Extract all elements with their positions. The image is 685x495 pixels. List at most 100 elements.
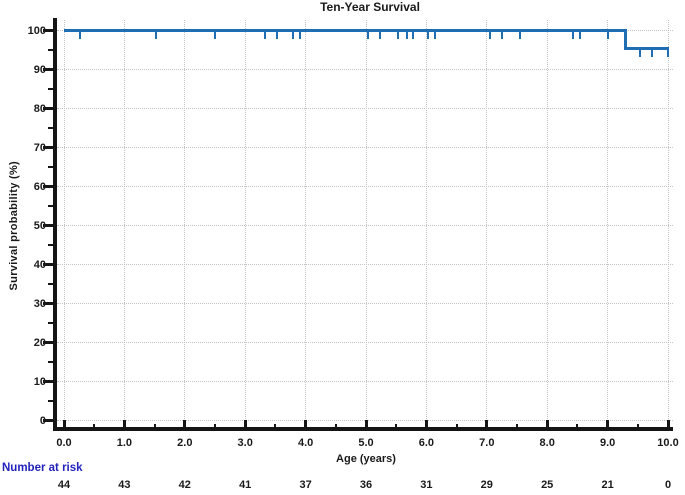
x-minor-tick [516, 423, 518, 428]
x-minor-tick [274, 423, 277, 428]
censor-tick-mark [397, 32, 399, 39]
at-risk-count: 0 [664, 479, 672, 491]
h-gridline [57, 381, 673, 382]
censor-tick-mark [214, 32, 216, 39]
v-gridline [486, 20, 488, 427]
x-minor-tick [395, 423, 398, 428]
x-minor-tick [576, 423, 579, 428]
h-gridline [57, 303, 673, 304]
y-tick-label: 0 [39, 414, 46, 427]
y-major-tick [43, 341, 56, 344]
censor-tick-mark [412, 32, 415, 39]
y-tick-label: 60 [33, 180, 46, 193]
h-gridline [57, 342, 673, 343]
y-minor-tick [48, 244, 56, 246]
x-minor-tick [153, 423, 156, 428]
v-gridline [425, 20, 427, 427]
y-tick-label: 10 [33, 375, 46, 388]
censor-tick-mark [291, 32, 294, 39]
h-gridline [57, 264, 673, 265]
y-major-tick [43, 380, 56, 383]
y-minor-tick [48, 283, 56, 285]
x-tick-label: 3.0 [237, 437, 253, 449]
y-major-tick [43, 302, 56, 305]
h-gridline [57, 108, 673, 109]
x-major-tick [364, 419, 368, 428]
x-minor-tick [93, 423, 96, 428]
y-tick-label: 40 [33, 258, 46, 271]
survival-step-segment [64, 29, 627, 32]
censor-tick-mark [264, 32, 267, 39]
x-tick-label: 2.0 [177, 437, 193, 449]
x-minor-tick [455, 423, 458, 428]
at-risk-count: 41 [239, 479, 252, 491]
x-tick-label: 5.0 [358, 437, 374, 449]
h-gridline [57, 147, 673, 148]
x-tick-label: 6.0 [418, 437, 435, 449]
y-major-tick [43, 68, 56, 71]
v-gridline [123, 20, 125, 427]
censor-tick-mark [500, 32, 503, 39]
x-tick-label: 0.0 [56, 437, 72, 449]
x-tick-label: 9.0 [599, 437, 616, 449]
y-minor-tick [48, 205, 56, 207]
x-major-tick [243, 419, 247, 428]
y-major-tick [43, 185, 56, 188]
x-minor-tick [214, 423, 216, 428]
y-minor-tick [48, 361, 56, 363]
censor-tick-mark [572, 32, 575, 39]
censor-tick-mark [578, 32, 581, 39]
x-axis-title: Age (years) [336, 453, 396, 465]
x-major-tick [183, 419, 187, 428]
censor-tick-mark [299, 32, 302, 39]
h-gridline [57, 225, 673, 226]
h-gridline [57, 69, 673, 70]
censor-tick-mark [519, 32, 522, 39]
v-gridline [667, 20, 669, 427]
y-tick-label: 80 [33, 102, 46, 115]
y-minor-tick [48, 322, 56, 324]
v-gridline [244, 20, 246, 427]
y-minor-tick [48, 400, 56, 402]
y-tick-label: 90 [33, 63, 46, 76]
censor-tick-mark [667, 49, 669, 57]
y-tick-label: 70 [33, 141, 46, 154]
survival-event-drop [624, 29, 628, 50]
y-tick-label: 20 [33, 336, 46, 349]
censor-tick-mark [378, 32, 381, 39]
y-major-tick [43, 146, 56, 149]
v-gridline [365, 20, 367, 427]
at-risk-count: 36 [359, 479, 373, 491]
x-tick-label: 1.0 [116, 437, 133, 449]
x-tick-label: 8.0 [539, 437, 555, 449]
censor-tick-mark [488, 32, 491, 39]
at-risk-count: 44 [57, 479, 71, 491]
y-minor-tick [48, 88, 56, 90]
number-at-risk-label: Number at risk [2, 462, 83, 474]
v-gridline [305, 20, 307, 427]
censor-tick-mark [155, 32, 158, 39]
x-tick-label: 7.0 [479, 437, 495, 449]
x-major-tick [424, 419, 428, 428]
h-gridline [57, 186, 673, 187]
x-major-tick [666, 419, 670, 428]
censor-tick-mark [366, 32, 369, 39]
v-gridline [607, 20, 609, 427]
chart-title: Ten-Year Survival [320, 0, 420, 14]
x-major-tick [62, 419, 66, 428]
at-risk-count: 25 [541, 479, 554, 491]
x-major-tick [304, 419, 308, 428]
v-gridline [546, 20, 548, 427]
y-minor-tick [48, 166, 56, 168]
y-tick-label: 50 [33, 219, 46, 232]
at-risk-count: 42 [178, 479, 191, 491]
censor-tick-mark [427, 32, 430, 39]
y-major-tick [43, 29, 56, 32]
v-gridline [63, 20, 65, 427]
y-minor-tick [48, 127, 56, 129]
y-major-tick [43, 419, 56, 422]
x-major-tick [122, 419, 126, 428]
at-risk-count: 31 [420, 479, 433, 491]
y-tick-label: 30 [33, 297, 46, 310]
